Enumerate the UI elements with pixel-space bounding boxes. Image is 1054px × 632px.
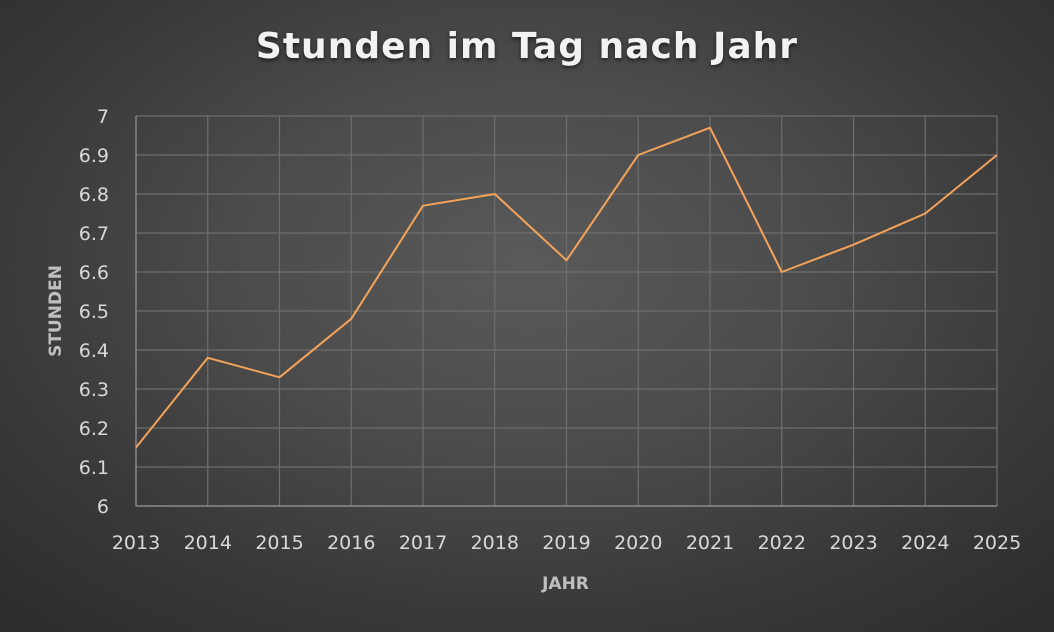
x-tick-label: 2017 xyxy=(399,532,447,554)
x-tick-label: 2024 xyxy=(901,532,949,554)
x-axis-title: JAHR xyxy=(541,574,589,594)
y-tick-label: 6.8 xyxy=(79,184,109,206)
y-tick-label: 6.9 xyxy=(79,145,109,167)
x-tick-label: 2019 xyxy=(542,532,590,554)
y-tick-label: 6.5 xyxy=(79,301,109,323)
y-tick-label: 6.2 xyxy=(79,418,109,440)
chart-title: Stunden im Tag nach Jahr xyxy=(255,26,799,67)
y-tick-label: 7 xyxy=(97,106,109,128)
x-tick-label: 2025 xyxy=(973,532,1021,554)
y-tick-label: 6.4 xyxy=(79,340,109,362)
x-tick-label: 2023 xyxy=(829,532,877,554)
y-tick-label: 6.1 xyxy=(79,457,109,479)
x-tick-label: 2015 xyxy=(255,532,303,554)
x-tick-label: 2014 xyxy=(184,532,232,554)
y-axis-title: STUNDEN xyxy=(46,265,66,357)
x-tick-label: 2022 xyxy=(758,532,806,554)
x-tick-label: 2013 xyxy=(112,532,160,554)
x-tick-label: 2018 xyxy=(471,532,519,554)
x-tick-label: 2016 xyxy=(327,532,375,554)
x-tick-label: 2021 xyxy=(686,532,734,554)
series-line xyxy=(135,126,998,449)
y-tick-label: 6.3 xyxy=(79,379,109,401)
x-tick-label: 2020 xyxy=(614,532,662,554)
y-tick-label: 6.6 xyxy=(79,262,109,284)
y-tick-label: 6.7 xyxy=(79,223,109,245)
y-tick-label: 6 xyxy=(97,496,109,518)
